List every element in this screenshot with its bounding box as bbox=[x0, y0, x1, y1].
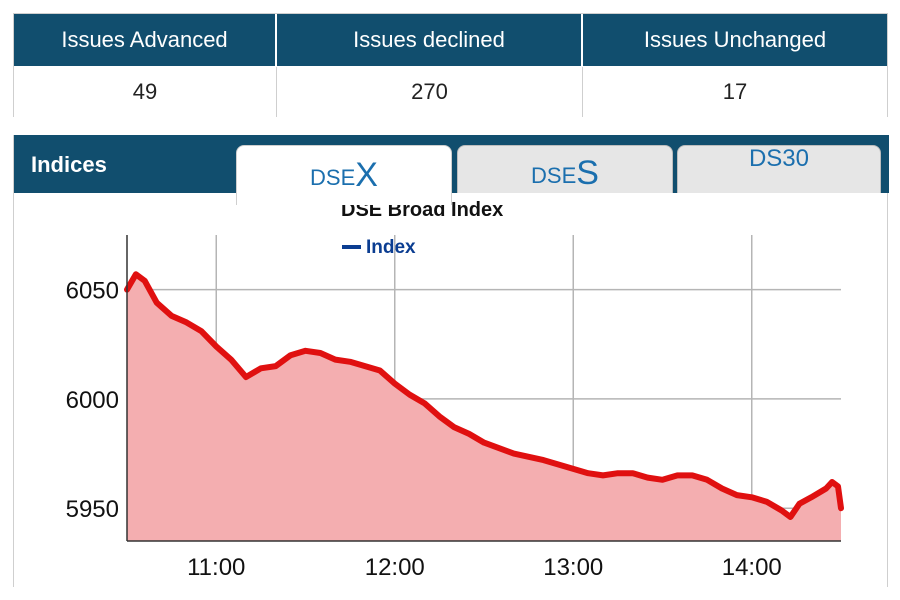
tab-dsex[interactable]: DSE X bbox=[236, 145, 452, 205]
chart-series bbox=[124, 271, 844, 541]
legend-label: Index bbox=[366, 237, 416, 258]
indices-panel: Indices DSE X DSE S DS30 DSE Broad Index I… bbox=[13, 135, 889, 587]
chart-axes: 5950 6000 6050 11:00 12:00 13:00 14:00 bbox=[66, 235, 841, 581]
issues-unchanged-header: Issues Unchanged bbox=[643, 27, 827, 52]
issues-unchanged-value: 17 bbox=[722, 79, 748, 104]
issues-declined-value: 270 bbox=[277, 67, 583, 117]
y-tick-label: 6050 bbox=[66, 278, 119, 305]
tab-dses-prefix: DSE bbox=[531, 163, 577, 188]
tab-ds30-label: DS30 bbox=[748, 145, 810, 172]
x-tick-label: 12:00 bbox=[365, 554, 425, 581]
issues-declined-header: Issues declined bbox=[277, 14, 583, 66]
y-tick-label: 6000 bbox=[66, 387, 119, 414]
chart-area: DSE Broad Index Index 5950 6000 6050 11:00 1… bbox=[14, 193, 887, 587]
issues-summary-table: Issues Advanced Issues declined Issues U… bbox=[13, 13, 888, 117]
indices-title: Indices bbox=[31, 152, 107, 177]
series-area-fill bbox=[127, 274, 841, 541]
tab-dsex-prefix: DSE bbox=[310, 165, 356, 190]
issues-advanced-value: 49 bbox=[14, 67, 277, 117]
x-tick-label: 14:00 bbox=[722, 554, 782, 581]
issues-value-row: 49 270 17 bbox=[14, 67, 887, 117]
issues-advanced-header: Issues Advanced bbox=[14, 14, 277, 66]
y-tick-label: 5950 bbox=[66, 496, 119, 523]
series-line-index bbox=[124, 271, 844, 520]
issues-header-row: Issues Advanced Issues declined Issues U… bbox=[14, 14, 887, 66]
x-tick-label: 13:00 bbox=[543, 554, 603, 581]
x-tick-label: 11:00 bbox=[187, 554, 245, 581]
tab-dses-suffix: S bbox=[576, 154, 599, 192]
tab-dsex-suffix: X bbox=[355, 156, 378, 194]
